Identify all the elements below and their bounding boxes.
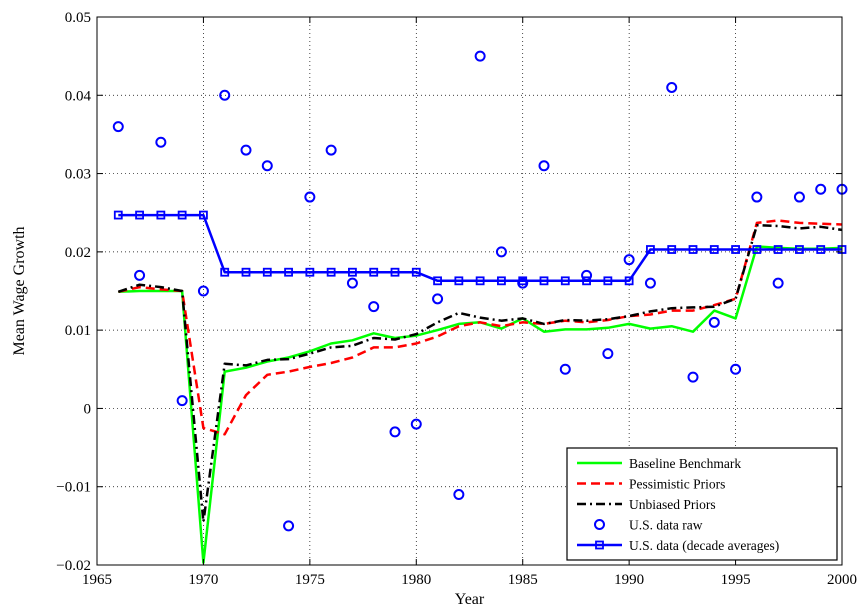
legend-label: Baseline Benchmark (629, 456, 741, 471)
x-tick-label: 1990 (614, 572, 644, 588)
x-tick-label: 1970 (188, 572, 218, 588)
y-tick-label: −0.01 (56, 480, 91, 496)
x-tick-label: 1965 (82, 572, 112, 588)
legend-label: Pessimistic Priors (629, 477, 725, 492)
x-tick-label: 1995 (721, 572, 751, 588)
y-axis-label: Mean Wage Growth (11, 226, 28, 355)
legend-label: U.S. data raw (629, 518, 703, 533)
y-tick-label: 0.01 (65, 323, 91, 339)
y-tick-label: 0.02 (65, 245, 91, 261)
x-axis-label: Year (455, 591, 485, 608)
x-tick-label: 2000 (827, 572, 857, 588)
legend: Baseline Benchmark Pessimistic Priors Unbi… (567, 448, 837, 560)
y-tick-label: 0.05 (65, 10, 91, 26)
x-tick-label: 1980 (401, 572, 431, 588)
y-tick-label: 0 (84, 401, 92, 417)
x-tick-label: 1985 (508, 572, 538, 588)
y-tick-label: −0.02 (56, 558, 91, 574)
legend-label: U.S. data (decade averages) (629, 538, 779, 553)
y-tick-label: 0.03 (65, 167, 91, 183)
y-tick-label: 0.04 (65, 88, 92, 104)
legend-label: Unbiased Priors (629, 497, 716, 512)
x-tick-label: 1975 (295, 572, 325, 588)
